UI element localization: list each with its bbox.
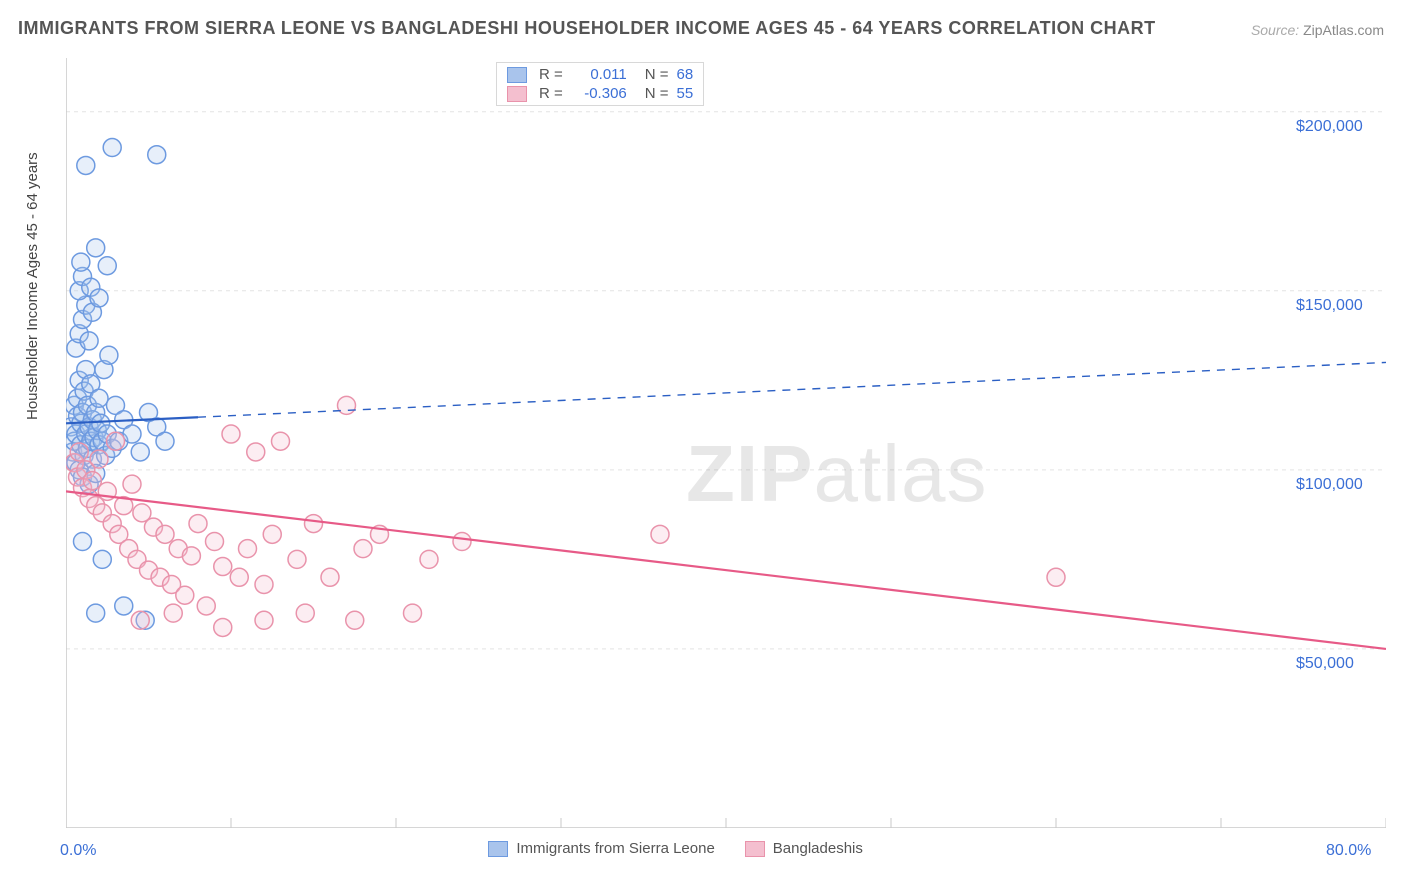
chart-container: IMMIGRANTS FROM SIERRA LEONE VS BANGLADE…	[0, 0, 1406, 892]
legend-series-label: Bangladeshis	[773, 840, 863, 857]
y-tick-label: $100,000	[1296, 476, 1363, 494]
x-tick-label: 0.0%	[60, 842, 96, 860]
n-label: N =	[645, 66, 669, 83]
y-tick-label: $200,000	[1296, 118, 1363, 136]
legend-correlation: R = 0.011 N = 68 R = -0.306 N = 55	[496, 62, 704, 106]
n-value: 68	[677, 66, 694, 83]
source-value: ZipAtlas.com	[1303, 22, 1384, 38]
legend-swatch	[507, 86, 527, 102]
x-tick-label: 80.0%	[1326, 842, 1371, 860]
legend-correlation-row: R = -0.306 N = 55	[497, 84, 703, 103]
source-attribution: Source: ZipAtlas.com	[1251, 22, 1384, 38]
plot-area: ZIPatlas R =0.011N =68R =-0.306N =55	[66, 58, 1386, 828]
n-label: N =	[645, 85, 669, 102]
y-tick-label: $150,000	[1296, 297, 1363, 315]
r-label: R =	[539, 85, 563, 102]
chart-title: IMMIGRANTS FROM SIERRA LEONE VS BANGLADE…	[18, 18, 1156, 39]
legend-correlation-row: R = 0.011 N = 68	[497, 65, 703, 84]
legend-swatch	[488, 841, 508, 857]
r-value: 0.011	[571, 66, 627, 83]
legend-series-item: Immigrants from Sierra Leone	[488, 840, 714, 857]
y-axis-label: Householder Income Ages 45 - 64 years	[24, 152, 41, 420]
legend-swatch	[745, 841, 765, 857]
legend-series-label: Immigrants from Sierra Leone	[516, 840, 714, 857]
chart-svg	[66, 58, 1386, 828]
n-value: 55	[677, 85, 694, 102]
r-value: -0.306	[571, 85, 627, 102]
r-label: R =	[539, 66, 563, 83]
y-tick-label: $50,000	[1296, 655, 1354, 673]
legend-swatch	[507, 67, 527, 83]
legend-series-item: Bangladeshis	[745, 840, 863, 857]
legend-series: Immigrants from Sierra Leone Bangladeshis	[488, 840, 862, 857]
source-label: Source:	[1251, 22, 1299, 38]
